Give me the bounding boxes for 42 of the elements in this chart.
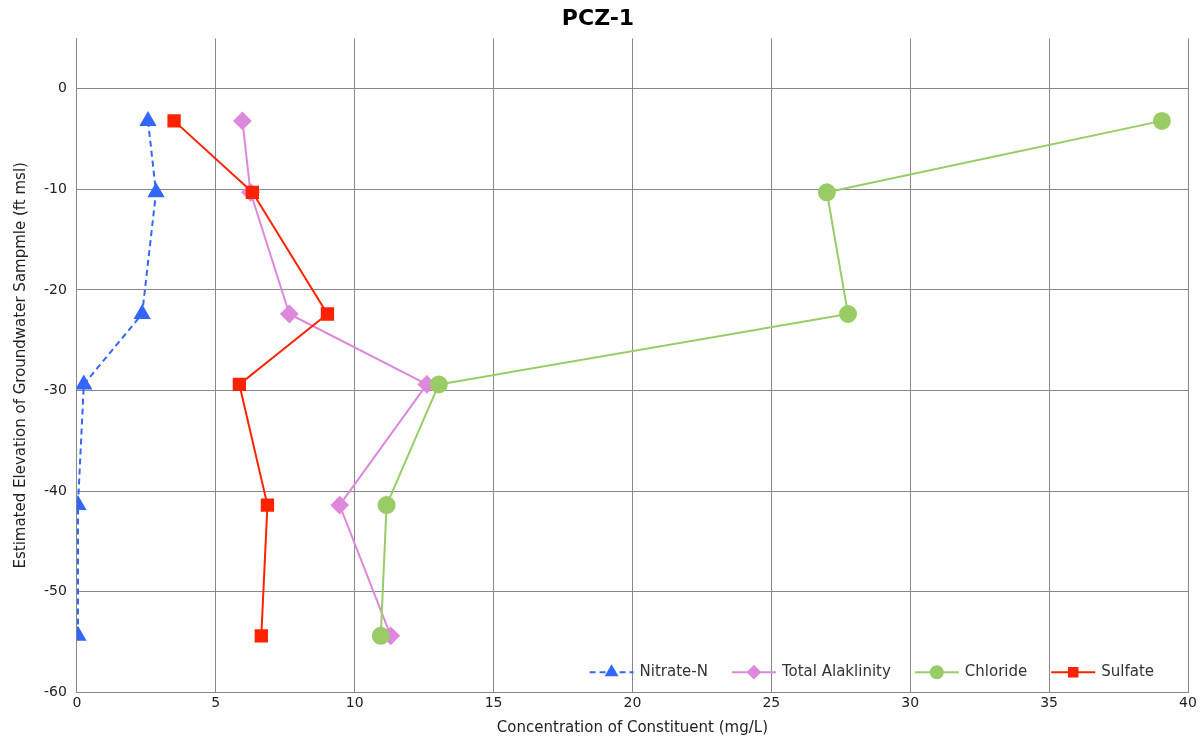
y-tick-label: -30 xyxy=(43,381,67,398)
point xyxy=(260,498,275,512)
y-tick-label: -20 xyxy=(43,280,67,297)
point xyxy=(148,183,164,198)
chart-title: PCZ-1 xyxy=(561,4,635,30)
point xyxy=(254,629,268,643)
x-tick-label: 5 xyxy=(211,694,221,711)
y-tick-label: 0 xyxy=(57,79,67,96)
point xyxy=(1152,111,1171,130)
point xyxy=(76,375,92,390)
y-tick-label: -60 xyxy=(43,682,67,699)
point xyxy=(245,185,260,199)
x-tick-label: 0 xyxy=(72,694,82,711)
x-tick-label: 10 xyxy=(345,694,364,711)
point xyxy=(233,111,252,130)
x-tick-label: 20 xyxy=(623,694,642,711)
y-tick-label: -10 xyxy=(43,179,67,196)
y-tick-label: -50 xyxy=(43,582,67,599)
point xyxy=(140,111,156,126)
x-tick-label: 25 xyxy=(762,694,781,711)
y-tick-label: -40 xyxy=(43,481,67,498)
legend-label: Sulfate xyxy=(1101,662,1154,681)
point xyxy=(371,626,390,645)
legend-label: Chloride xyxy=(964,662,1028,681)
x-tick-label: 40 xyxy=(1179,694,1197,711)
point xyxy=(280,305,299,323)
point xyxy=(167,114,181,128)
x-tick-label: 15 xyxy=(484,694,503,711)
legend-label: Total Alaklinity xyxy=(780,662,891,681)
x-axis-title: Concentration of Constituent (mg/L) xyxy=(496,717,769,736)
point xyxy=(134,305,151,319)
point xyxy=(817,183,836,202)
legend-label: Nitrate-N xyxy=(639,662,708,681)
point xyxy=(377,496,396,515)
point xyxy=(232,377,247,392)
point xyxy=(320,307,335,321)
x-tick-label: 35 xyxy=(1040,694,1059,711)
point xyxy=(330,496,349,515)
y-axis-title: Estimated Elevation of Groundwater Sampmle (ft msl) xyxy=(10,162,29,569)
point xyxy=(838,305,857,323)
x-tick-label: 30 xyxy=(901,694,920,711)
point xyxy=(429,375,448,394)
